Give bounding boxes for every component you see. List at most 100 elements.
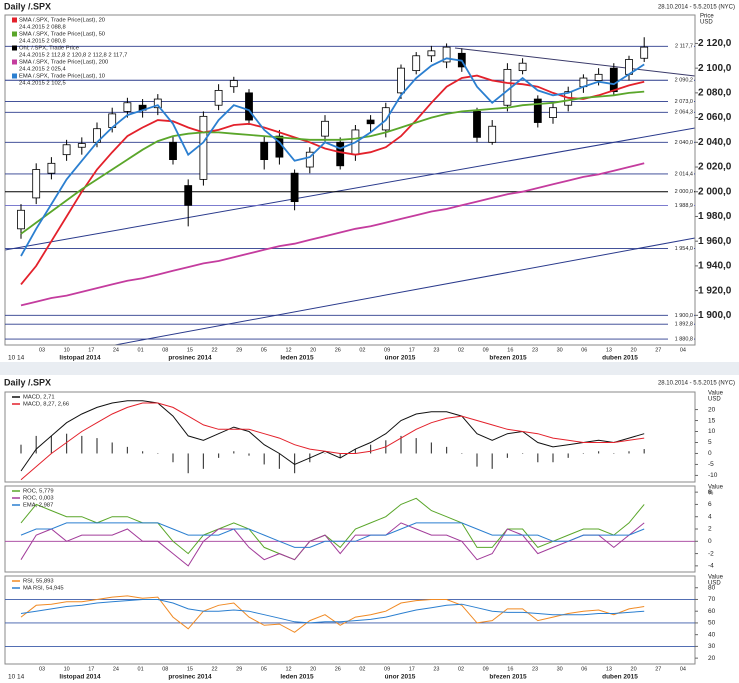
series-line bbox=[20, 402, 645, 481]
y-tick-label: -10 bbox=[708, 472, 718, 479]
level-label-box bbox=[668, 311, 694, 319]
y-tick-label: 2 020,0 bbox=[698, 162, 732, 173]
legend-label: Ohl; /.SPX, Trade Price bbox=[19, 46, 79, 52]
month-label: prosinec 2014 bbox=[168, 674, 212, 681]
month-label: duben 2015 bbox=[602, 355, 638, 362]
y-tick-label: 10 bbox=[708, 428, 716, 435]
legend-swatch bbox=[12, 73, 17, 79]
candle-body bbox=[123, 102, 132, 112]
histogram-bar bbox=[324, 453, 326, 454]
legend-label: ROC, 0,003 bbox=[23, 496, 54, 502]
y-tick-label: 4 bbox=[708, 513, 712, 520]
y-tick-label: 1 900,0 bbox=[698, 310, 732, 321]
x-tick-label: 04 bbox=[680, 666, 686, 672]
x-tick-label: 01 bbox=[138, 347, 144, 353]
x-tick-label: 22 bbox=[211, 666, 217, 672]
histogram-bar bbox=[172, 453, 174, 463]
candle-body bbox=[199, 115, 208, 180]
x-tick-label: 01 bbox=[138, 666, 144, 672]
histogram-bar bbox=[218, 453, 220, 458]
histogram-bar bbox=[491, 453, 493, 469]
x-tick-label: 08 bbox=[162, 666, 168, 672]
x-tick-label: 20 bbox=[310, 347, 316, 353]
legend-swatch bbox=[12, 17, 17, 23]
legend-label: EMA, 2,987 bbox=[23, 503, 53, 509]
candle-body bbox=[47, 162, 56, 174]
y-tick-label: 20 bbox=[708, 406, 716, 413]
level-label: 2 000,0 bbox=[675, 189, 693, 195]
y-tick-label: 2 060,0 bbox=[698, 112, 732, 123]
histogram-bar bbox=[126, 446, 128, 454]
candle-body bbox=[366, 119, 375, 125]
x-tick-label: 09 bbox=[483, 666, 489, 672]
trend-lines bbox=[4, 47, 696, 346]
x-tick-label: 23 bbox=[433, 666, 439, 672]
x-tick-label: 10 14 bbox=[8, 674, 25, 681]
histogram-bar bbox=[142, 451, 144, 454]
x-tick-label: 16 bbox=[507, 347, 513, 353]
y-tick-label: 1 960,0 bbox=[698, 236, 732, 247]
x-tick-label: 02 bbox=[359, 347, 365, 353]
level-label-box bbox=[668, 76, 694, 84]
candle-body bbox=[427, 50, 436, 57]
candle-body bbox=[442, 46, 451, 63]
x-tick-label: 12 bbox=[285, 666, 291, 672]
month-label: listopad 2014 bbox=[59, 674, 101, 681]
candle-body bbox=[594, 73, 603, 81]
legend-entry: SMA /.SPX, Trade Price(Last), 2024.4.201… bbox=[12, 17, 105, 31]
histogram-bar bbox=[370, 444, 372, 454]
level-label: 2 064,3 bbox=[675, 110, 693, 116]
histogram-bar bbox=[415, 438, 417, 454]
y-tick-label: 60 bbox=[708, 608, 716, 615]
candle-body bbox=[17, 209, 25, 230]
series-line bbox=[20, 522, 645, 548]
x-tick-label: 08 bbox=[162, 347, 168, 353]
y-axis-label: Value bbox=[708, 575, 724, 581]
trend-line bbox=[4, 127, 696, 251]
candle-body bbox=[609, 67, 618, 93]
month-label: březen 2015 bbox=[489, 355, 527, 362]
level-label-box bbox=[668, 245, 694, 253]
trend-line bbox=[114, 237, 696, 346]
trend-line bbox=[454, 47, 696, 77]
histogram-bar bbox=[643, 449, 645, 454]
series-line bbox=[20, 595, 645, 633]
month-label: leden 2015 bbox=[280, 355, 314, 362]
window-separator bbox=[0, 362, 739, 375]
x-tick-label: 20 bbox=[631, 666, 637, 672]
y-tick-label: 2 120,0 bbox=[698, 38, 732, 49]
x-tick-label: 23 bbox=[433, 347, 439, 353]
x-tick-label: 02 bbox=[458, 347, 464, 353]
level-label: 1 900,0 bbox=[675, 313, 693, 319]
x-tick-label: 29 bbox=[236, 347, 242, 353]
x-tick-label: 22 bbox=[211, 347, 217, 353]
candle-body bbox=[640, 46, 649, 59]
x-tick-label: 29 bbox=[236, 666, 242, 672]
histogram-bar bbox=[400, 435, 402, 454]
candle-body bbox=[305, 151, 314, 168]
x-tick-label: 23 bbox=[532, 347, 538, 353]
level-label: 2 073,0 bbox=[675, 99, 693, 105]
level-label-box bbox=[668, 42, 694, 50]
legend-label: EMA /.SPX, Trade Price(Last), 10 bbox=[19, 74, 105, 80]
y-tick-label: 2 100,0 bbox=[698, 63, 732, 74]
month-label: leden 2015 bbox=[280, 674, 314, 681]
x-tick-label: 20 bbox=[631, 347, 637, 353]
level-label: 1 988,9 bbox=[675, 203, 693, 209]
level-label-box bbox=[668, 201, 694, 209]
histogram-bar bbox=[202, 453, 204, 469]
level-label: 2 117,7 bbox=[675, 44, 693, 50]
legend-entry: SMA /.SPX, Trade Price(Last), 20024.4.20… bbox=[12, 59, 108, 73]
y-tick-label: 1 920,0 bbox=[698, 285, 732, 296]
histogram-bar bbox=[81, 435, 83, 454]
candle-body bbox=[77, 143, 86, 148]
histogram-bar bbox=[96, 438, 98, 454]
histogram-bar bbox=[552, 453, 554, 463]
histogram-bar bbox=[263, 453, 265, 465]
histogram-bar bbox=[50, 435, 52, 454]
y-tick-label: 30 bbox=[708, 643, 716, 650]
plot-frame bbox=[4, 391, 696, 483]
candle-body bbox=[336, 141, 345, 167]
histogram-bar bbox=[430, 442, 432, 454]
